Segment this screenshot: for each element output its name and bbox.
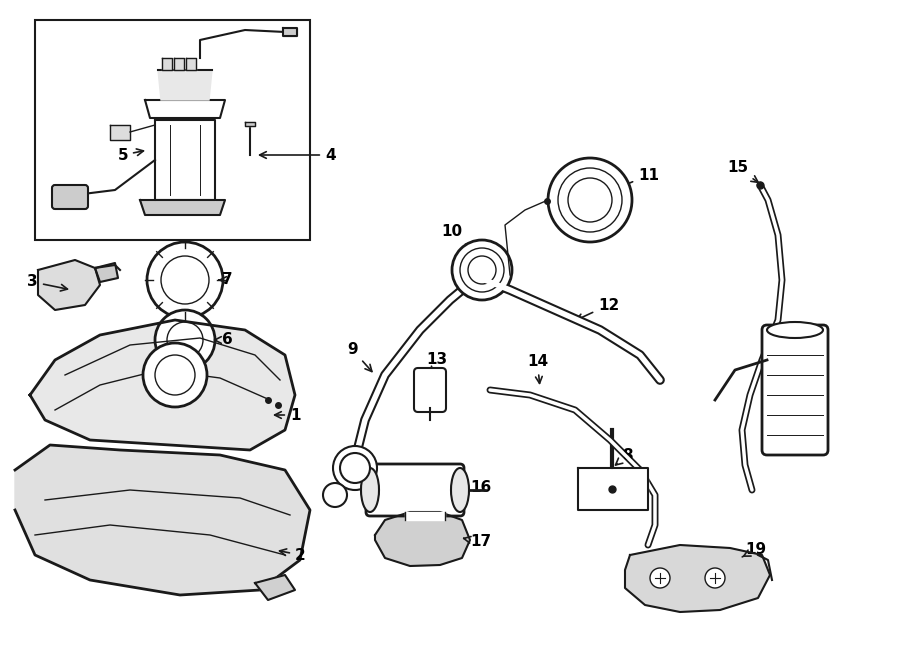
Circle shape xyxy=(155,355,195,395)
Polygon shape xyxy=(140,200,225,215)
Circle shape xyxy=(155,310,215,370)
Text: 14: 14 xyxy=(526,354,548,383)
Bar xyxy=(35,20,310,240)
Polygon shape xyxy=(95,263,118,282)
Text: 7: 7 xyxy=(219,272,232,288)
Text: 12: 12 xyxy=(576,297,619,321)
Text: 17: 17 xyxy=(464,535,491,549)
Polygon shape xyxy=(405,512,445,520)
Ellipse shape xyxy=(767,322,823,338)
Circle shape xyxy=(460,248,504,292)
FancyBboxPatch shape xyxy=(762,325,828,455)
Text: 18: 18 xyxy=(790,348,811,362)
Text: 13: 13 xyxy=(426,352,447,373)
Circle shape xyxy=(452,240,512,300)
Circle shape xyxy=(143,343,207,407)
Text: 4: 4 xyxy=(259,147,336,163)
Polygon shape xyxy=(162,58,172,70)
Ellipse shape xyxy=(361,468,379,512)
Text: 5: 5 xyxy=(117,147,143,163)
FancyBboxPatch shape xyxy=(366,464,464,516)
Polygon shape xyxy=(145,100,225,118)
Polygon shape xyxy=(155,120,215,200)
Circle shape xyxy=(333,446,377,490)
Circle shape xyxy=(650,568,670,588)
Text: 3: 3 xyxy=(27,274,68,291)
Polygon shape xyxy=(186,58,196,70)
Polygon shape xyxy=(174,58,184,70)
Polygon shape xyxy=(255,575,295,600)
Polygon shape xyxy=(578,468,648,510)
Text: 6: 6 xyxy=(214,332,233,348)
Polygon shape xyxy=(110,125,130,140)
Text: 10: 10 xyxy=(441,225,474,252)
Circle shape xyxy=(147,242,223,318)
Text: 8: 8 xyxy=(616,447,633,465)
Circle shape xyxy=(705,568,725,588)
Polygon shape xyxy=(625,545,770,612)
Text: 19: 19 xyxy=(742,543,766,557)
Circle shape xyxy=(558,168,622,232)
Circle shape xyxy=(468,256,496,284)
Circle shape xyxy=(548,158,632,242)
FancyBboxPatch shape xyxy=(414,368,446,412)
Ellipse shape xyxy=(451,468,469,512)
Circle shape xyxy=(167,322,203,358)
Polygon shape xyxy=(283,28,297,36)
Circle shape xyxy=(161,256,209,304)
Text: 16: 16 xyxy=(459,481,491,496)
Polygon shape xyxy=(30,320,295,450)
Polygon shape xyxy=(375,512,470,566)
FancyBboxPatch shape xyxy=(52,185,88,209)
Text: 9: 9 xyxy=(347,342,372,371)
Circle shape xyxy=(568,178,612,222)
Polygon shape xyxy=(245,122,255,126)
Circle shape xyxy=(340,453,370,483)
Circle shape xyxy=(323,483,347,507)
Text: 2: 2 xyxy=(280,547,306,563)
Polygon shape xyxy=(15,445,310,595)
Text: 11: 11 xyxy=(622,167,659,186)
Text: 1: 1 xyxy=(274,407,301,422)
Polygon shape xyxy=(38,260,100,310)
Polygon shape xyxy=(158,70,212,100)
Text: 15: 15 xyxy=(727,161,758,182)
